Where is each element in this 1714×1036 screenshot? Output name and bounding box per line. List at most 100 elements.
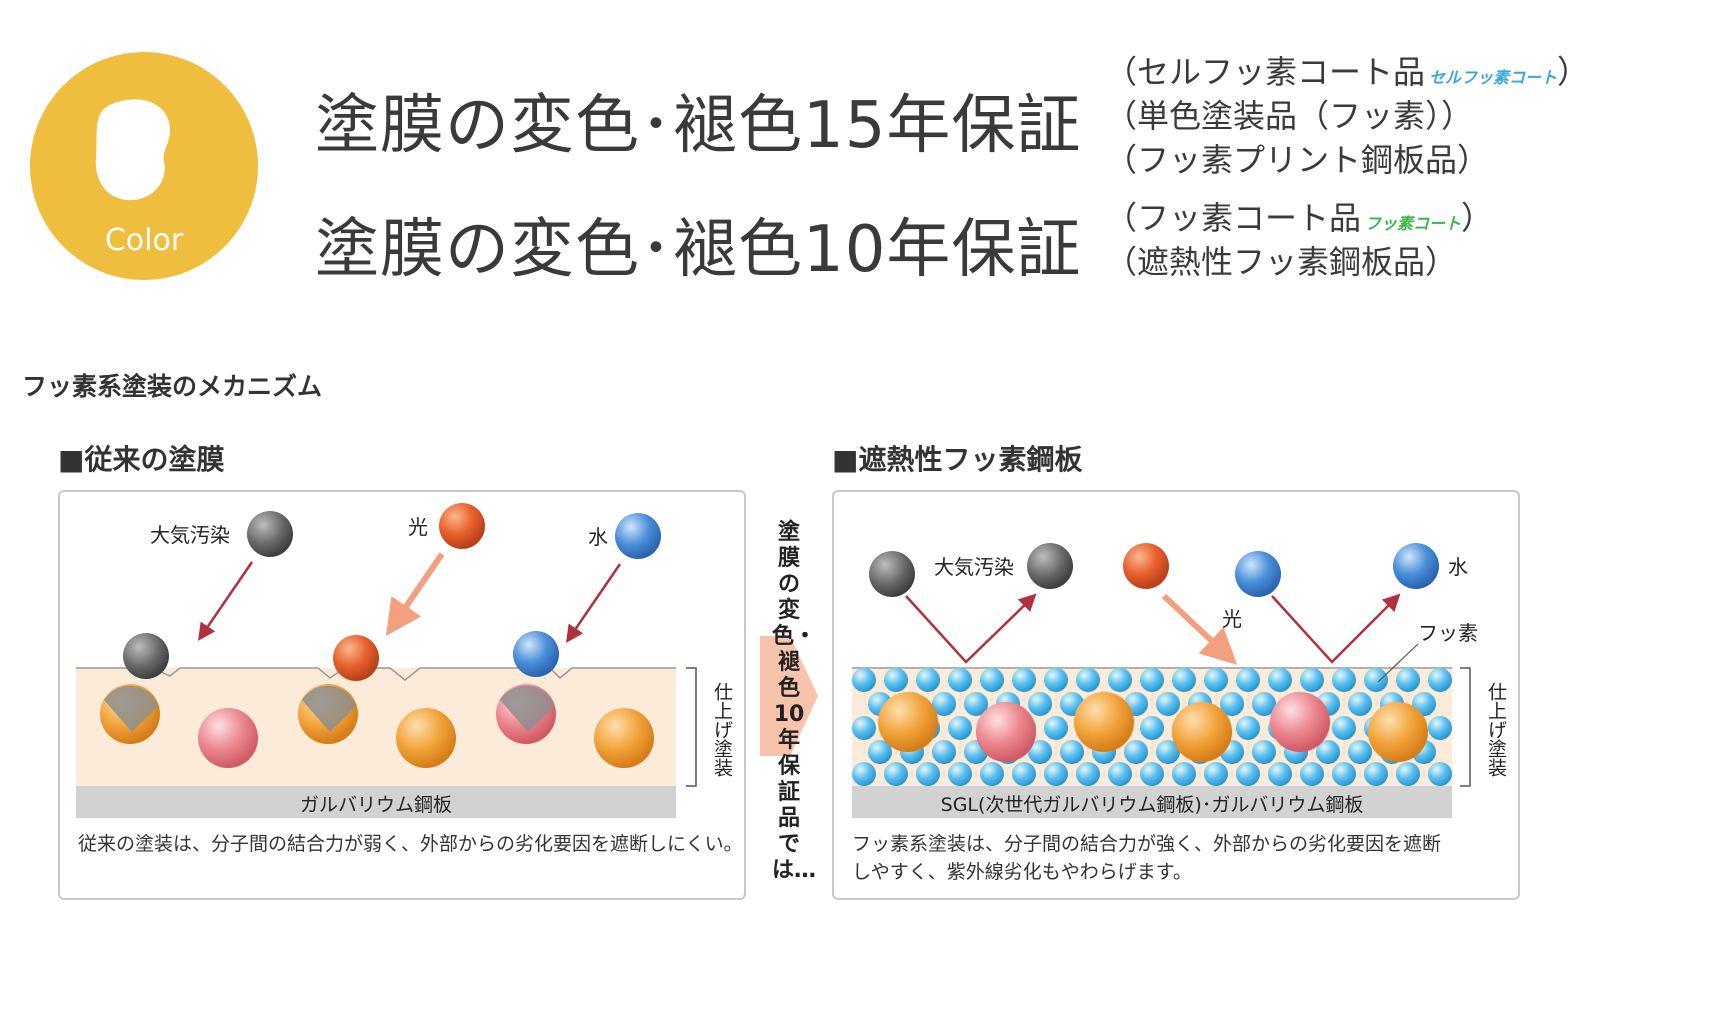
side-label: 仕上げ塗装 [1485, 682, 1507, 777]
fluorine-molecule [852, 668, 876, 692]
water-ball [615, 513, 661, 559]
fluorine-molecule [884, 668, 908, 692]
heat-shield-fluorine-panel: SGL(次世代ガルバリウム鋼板)･ガルバリウム鋼板 仕上げ塗装 大気汚染 光 水… [832, 490, 1520, 900]
pollution-ball-out [1027, 543, 1073, 589]
fluorine-molecule [1172, 762, 1196, 786]
conventional-coating-panel: ガルバリウム鋼板 仕上げ塗装 大気汚染 光 水 従来の塗装は、分子間の結合力が弱… [58, 490, 746, 900]
fluorine-molecule [1220, 692, 1244, 716]
note-self-fluorine-coat: （セルフッ素コート品 セルフッ素コート） [1105, 53, 1590, 91]
fluorine-molecule [1044, 716, 1068, 740]
fluorine-molecule [1348, 692, 1372, 716]
fluorine-molecule [1060, 740, 1084, 764]
fluorine-molecule [1044, 668, 1068, 692]
fluorine-molecule [1268, 668, 1292, 692]
color-logo: Color [30, 52, 258, 280]
water-label: 水 [588, 525, 608, 549]
note-single-color: （単色塗装品（フッ素）） [1105, 97, 1474, 135]
fluorine-molecule [1140, 716, 1164, 740]
fluorine-molecule [1428, 762, 1452, 786]
fluorine-molecule [1044, 762, 1068, 786]
fluorine-molecule [852, 762, 876, 786]
fluorine-molecule [1076, 668, 1100, 692]
base-label: SGL(次世代ガルバリウム鋼板)･ガルバリウム鋼板 [941, 794, 1364, 816]
left-panel-title: ■従来の塗膜 [58, 443, 225, 476]
light-label: 光 [1222, 607, 1242, 631]
fluorine-molecule [1236, 716, 1260, 740]
fluorine-molecule [1140, 762, 1164, 786]
fluorine-molecule [948, 716, 972, 740]
side-label: 仕上げ塗装 [711, 682, 733, 777]
fluorine-molecule [932, 692, 956, 716]
note-fluorine-print: （フッ素プリント鋼板品） [1105, 141, 1490, 179]
pollution-label: 大気汚染 [934, 555, 1014, 579]
fluorine-molecule [1012, 668, 1036, 692]
fluorine-molecule [916, 762, 940, 786]
fluorine-molecule [1396, 762, 1420, 786]
fluorine-molecule [1108, 762, 1132, 786]
self-fluorine-coat-badge: セルフッ素コート [1429, 68, 1558, 87]
fluorine-molecule [1236, 762, 1260, 786]
steel-plate [76, 786, 676, 818]
fluorine-molecule [1236, 668, 1260, 692]
left-caption: 従来の塗装は、分子間の結合力が弱く、外部からの劣化要因を遮断しにくい。 [78, 833, 743, 855]
fluorine-molecule [964, 692, 988, 716]
pollution-ball-in [869, 551, 915, 597]
note-heat-shield: （遮熱性フッ素鋼板品） [1105, 243, 1458, 281]
steel-plate [852, 786, 1452, 818]
fluorine-molecule [1332, 762, 1356, 786]
fluorine-molecule [1028, 740, 1052, 764]
fluorine-molecule [1156, 692, 1180, 716]
light-label: 光 [408, 515, 428, 539]
fluorine-molecule [1268, 762, 1292, 786]
water-label: 水 [1448, 555, 1468, 579]
fluorine-molecule [916, 668, 940, 692]
fluorine-molecule [1156, 740, 1180, 764]
fluorine-molecule [980, 668, 1004, 692]
fluorine-molecule [1428, 716, 1452, 740]
fluorine-molecule [1028, 692, 1052, 716]
pollution-ball [247, 511, 293, 557]
fluorine-molecule [1140, 668, 1164, 692]
fluorine-molecule [1364, 762, 1388, 786]
fluorine-molecule [948, 762, 972, 786]
note-fluorine-coat: （フッ素コート品 フッ素コート） [1105, 199, 1494, 237]
fluorine-molecule [1364, 668, 1388, 692]
water-ball-out [1393, 543, 1439, 589]
transition-arrow [760, 636, 818, 756]
fluorine-molecule [1076, 762, 1100, 786]
transition-text: 塗膜の変色・褪色10年保証品では… [772, 520, 817, 883]
guarantee-15-years: 塗膜の変色･褪色15年保証 [315, 89, 1082, 163]
fluorine-molecule [852, 716, 876, 740]
guarantee-10-years: 塗膜の変色･褪色10年保証 [315, 213, 1082, 287]
bean-icon [95, 99, 170, 201]
fluorine-molecule [1124, 740, 1148, 764]
light-ball [439, 503, 485, 549]
fluorine-molecule [884, 762, 908, 786]
fluorine-molecule [1300, 762, 1324, 786]
fluorine-molecule [980, 762, 1004, 786]
fluorine-molecule [1300, 668, 1324, 692]
fluorine-molecule [1332, 668, 1356, 692]
fluorine-molecule [868, 740, 892, 764]
fluorine-molecule [1204, 762, 1228, 786]
fluorine-molecule [932, 740, 956, 764]
fluorine-molecule [1108, 668, 1132, 692]
base-label: ガルバリウム鋼板 [300, 794, 452, 816]
logo-label: Color [105, 223, 184, 258]
fluorine-diagram: SGL(次世代ガルバリウム鋼板)･ガルバリウム鋼板 仕上げ塗装 大気汚染 光 水… [852, 543, 1507, 818]
fluorine-molecule [1204, 668, 1228, 692]
fluorine-label: フッ素 [1418, 621, 1478, 645]
fluorine-molecule [948, 668, 972, 692]
fluorine-molecule [1332, 716, 1356, 740]
fluorine-molecule [1172, 668, 1196, 692]
pollution-label: 大気汚染 [150, 523, 230, 547]
water-ball-in [1235, 551, 1281, 597]
fluorine-molecule [1348, 740, 1372, 764]
section-title: フッ素系塗装のメカニズム [22, 372, 323, 401]
right-caption-line-2: しやすく、紫外線劣化もやわらげます。 [852, 861, 1192, 883]
fluorine-molecule [1252, 740, 1276, 764]
fluorine-molecule [1012, 762, 1036, 786]
fluorine-molecule [1428, 668, 1452, 692]
fluorine-molecule [1396, 668, 1420, 692]
paint-layer [76, 668, 676, 786]
